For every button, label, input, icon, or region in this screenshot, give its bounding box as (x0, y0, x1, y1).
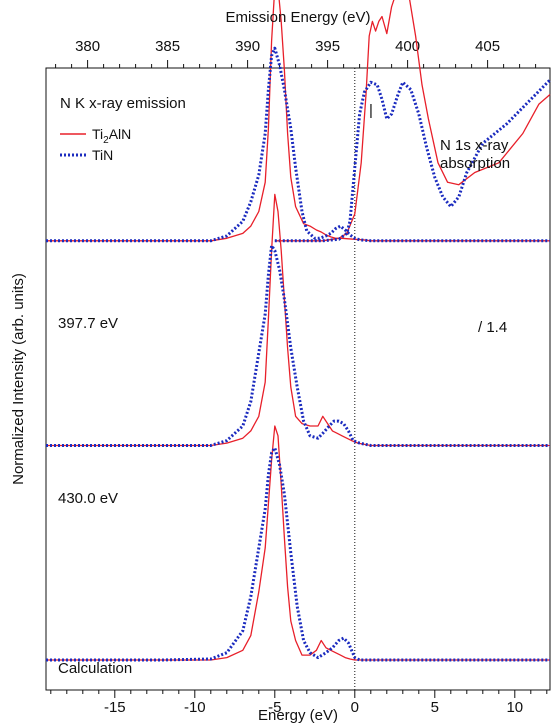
x-tick-label: -15 (104, 699, 126, 716)
x-tick-label: -10 (184, 699, 206, 716)
series-tin-430-0-ev (46, 244, 550, 447)
legend: Ti2AlN TiN (60, 126, 131, 163)
series-ti2aln-n-1s-x-ray-absorption (274, 0, 551, 242)
x-tick-label: 0 (351, 699, 359, 716)
series-ti2aln-397-7-ev (46, 0, 550, 242)
annotation-scale-note: / 1.4 (478, 319, 507, 336)
series-layer (46, 0, 552, 662)
x-axis-title: Energy (eV) (258, 707, 338, 724)
series-tin-397-7-ev (46, 46, 550, 243)
annotation-absorption-2: absorption (440, 155, 510, 172)
series-tin-calculation (46, 446, 550, 662)
series-ti2aln-430-0-ev (46, 193, 550, 447)
annotation-excitation-430: 430.0 eV (58, 490, 118, 507)
bottom-axis-ticks: -15 -10 -5 0 5 10 (50, 690, 548, 716)
top-axis-ticks: 380 385 390 395 400 405 (55, 38, 537, 68)
y-axis-title: Normalized Intensity (arb. units) (10, 273, 27, 485)
annotation-excitation-397: 397.7 eV (58, 315, 118, 332)
x-tick-label: 5 (431, 699, 439, 716)
plot-frame (45, 67, 551, 691)
annotation-calculation: Calculation (58, 660, 132, 677)
top-axis-title: Emission Energy (eV) (225, 9, 370, 26)
legend-label-ti2aln: Ti2AlN (92, 126, 131, 146)
top-tick-label: 405 (475, 38, 500, 55)
top-tick-label: 390 (235, 38, 260, 55)
series-ti2aln-calculation (46, 425, 550, 661)
legend-label-tin: TiN (92, 147, 113, 163)
annotation-marker: | (369, 102, 373, 119)
series-tin-n-1s-x-ray-absorption (274, 78, 552, 243)
chart-title: N K x-ray emission (60, 95, 186, 112)
annotation-absorption-1: N 1s x-ray (440, 137, 509, 154)
x-tick-label: 10 (506, 699, 523, 716)
top-tick-label: 380 (75, 38, 100, 55)
x-tick-label: -5 (268, 699, 281, 716)
top-tick-label: 385 (155, 38, 180, 55)
top-tick-label: 395 (315, 38, 340, 55)
top-tick-label: 400 (395, 38, 420, 55)
